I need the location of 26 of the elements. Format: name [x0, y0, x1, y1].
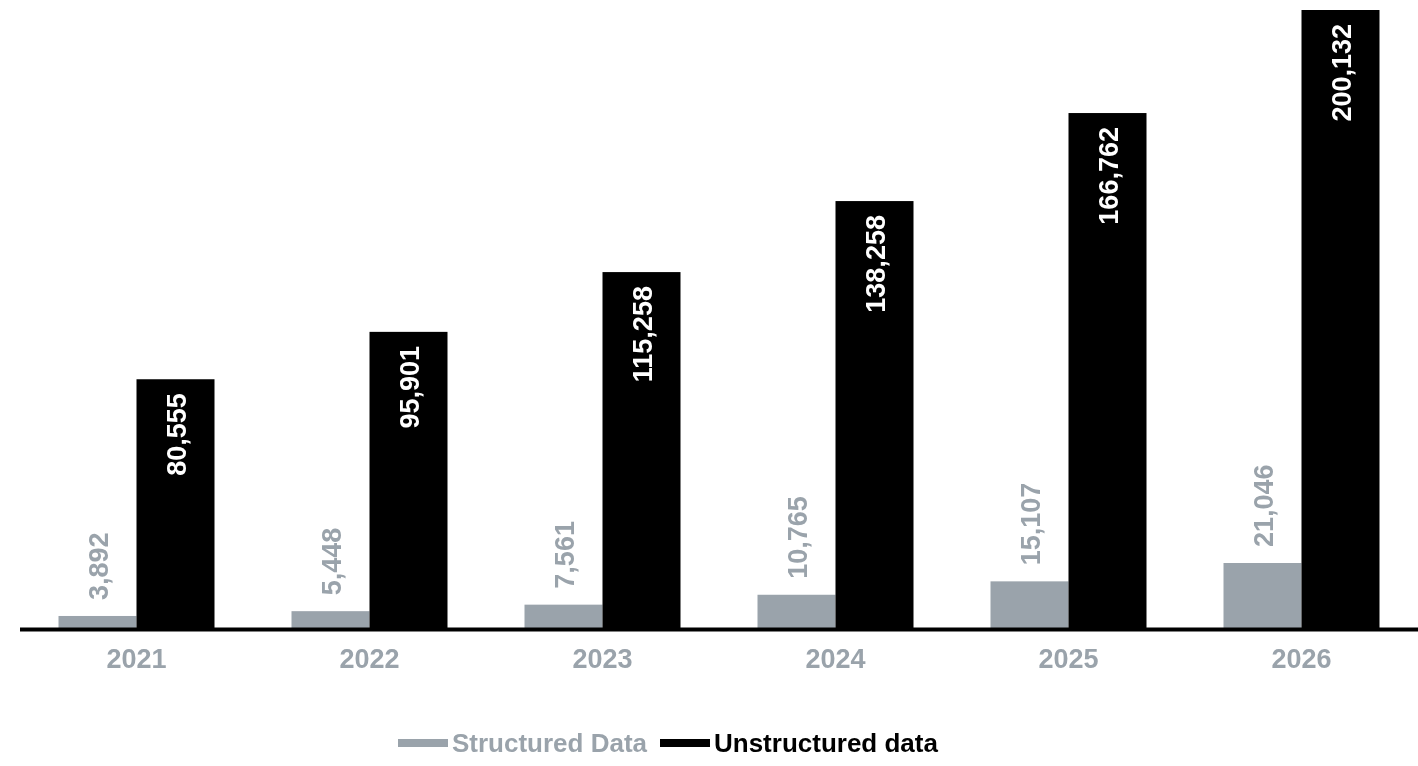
data-label: 21,046 [1248, 464, 1279, 548]
x-tick-label: 2024 [805, 644, 866, 674]
data-label: 7,561 [549, 521, 580, 589]
bar [524, 604, 603, 628]
legend-label: Structured Data [452, 728, 648, 758]
data-label: 3,892 [83, 532, 114, 600]
x-tick-label: 2025 [1038, 644, 1099, 674]
bar [757, 594, 836, 628]
data-label: 138,258 [860, 215, 891, 313]
x-tick-label: 2023 [572, 644, 633, 674]
data-label: 80,555 [161, 393, 192, 476]
data-label: 200,132 [1326, 24, 1357, 122]
data-label: 10,765 [782, 496, 813, 579]
x-tick-label: 2022 [339, 644, 400, 674]
bar [1223, 563, 1302, 628]
data-label: 115,258 [627, 286, 658, 383]
data-label: 15,107 [1015, 482, 1046, 566]
data-label: 5,448 [316, 527, 347, 596]
data-label: 95,901 [394, 345, 425, 429]
x-tick-label: 2026 [1271, 644, 1332, 674]
legend-label: Unstructured data [714, 728, 939, 758]
data-label: 166,762 [1093, 127, 1124, 225]
x-tick-label: 2021 [106, 644, 167, 674]
bar [58, 615, 137, 628]
bar [291, 611, 370, 628]
bar [990, 581, 1069, 628]
